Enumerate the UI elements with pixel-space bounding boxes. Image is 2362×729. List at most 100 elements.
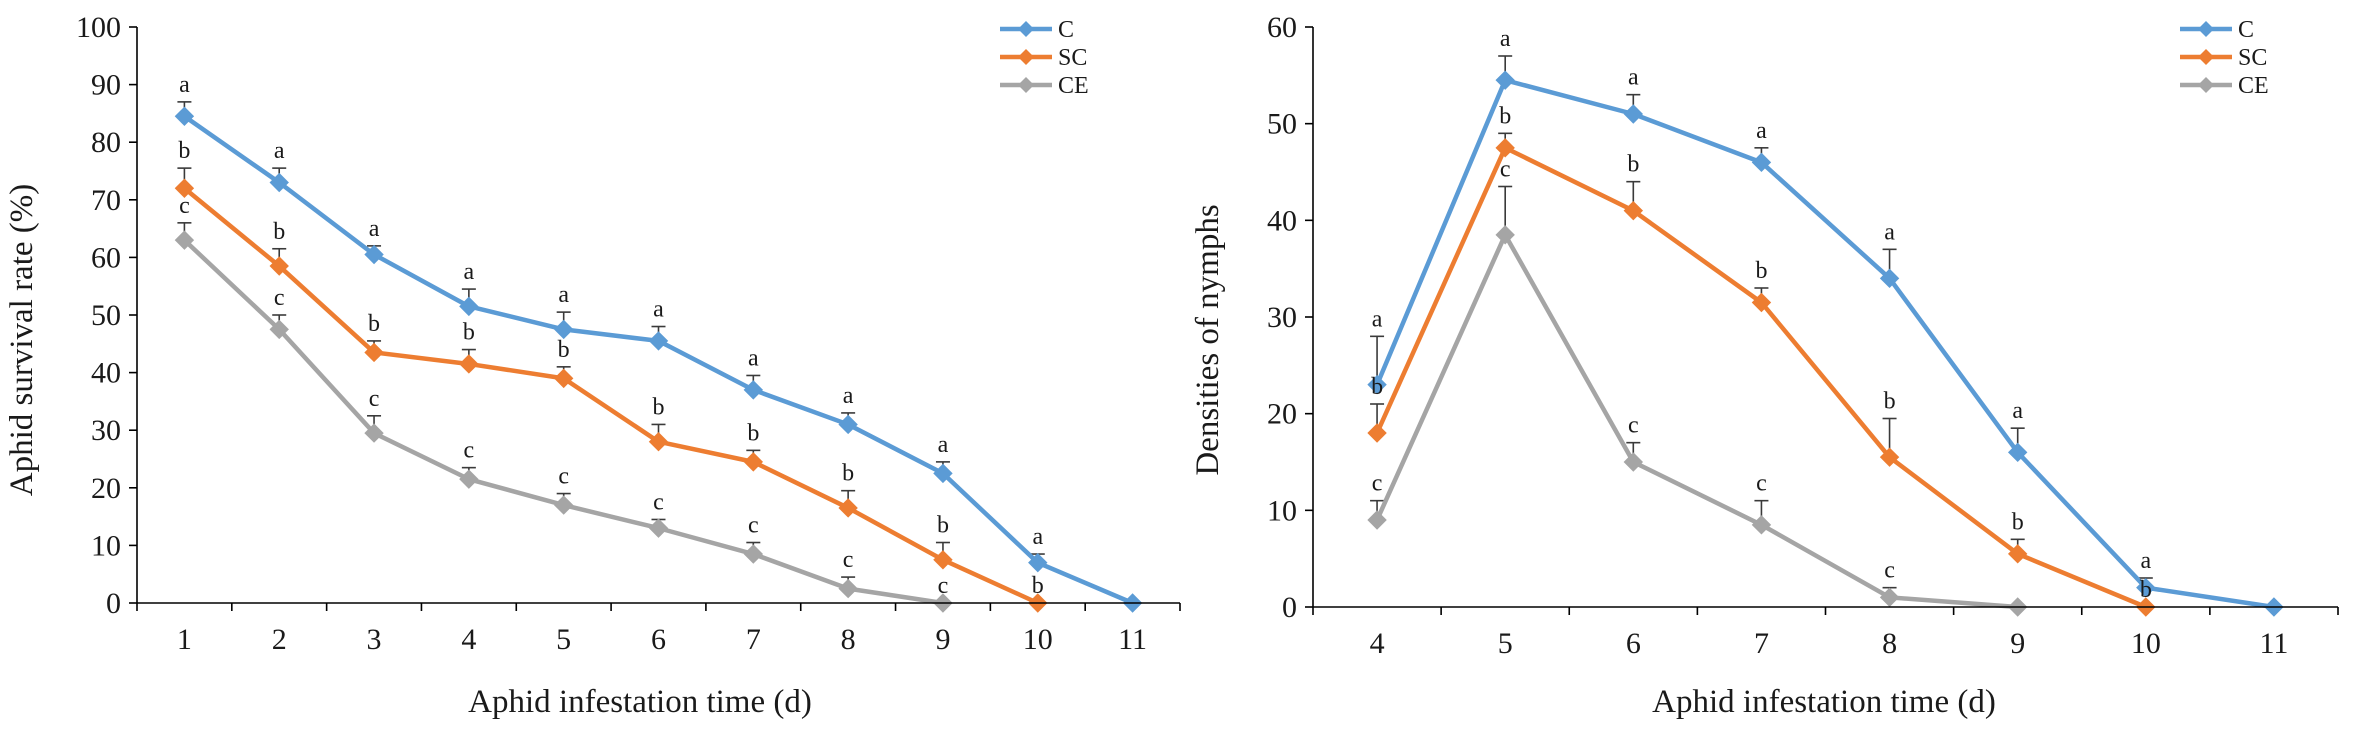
density-x-tick-label: 5 (1498, 627, 1513, 660)
significance-letter: a (369, 216, 380, 242)
survival-x-tick-label: 5 (556, 623, 571, 656)
survival-y-tick-label: 100 (76, 11, 121, 44)
significance-letter: a (274, 138, 285, 164)
data-point (1495, 138, 1515, 158)
significance-letter: a (843, 383, 854, 409)
legend-marker (2198, 21, 2214, 37)
survival-x-tick-label: 2 (272, 623, 287, 656)
data-point (2007, 442, 2028, 463)
survival-x-tick-label: 4 (461, 623, 476, 656)
density-series-c: a a a a a a a (1367, 26, 2284, 617)
legend-label: C (2238, 17, 2254, 43)
significance-letter: c (1756, 471, 1767, 497)
data-point (364, 244, 384, 265)
data-point (648, 518, 669, 538)
density-y-tick-label: 50 (1267, 108, 1297, 141)
density-y-tick-label: 20 (1267, 398, 1297, 431)
significance-letter: b (178, 138, 190, 164)
data-point (1367, 510, 1387, 530)
significance-letter: b (2140, 577, 2152, 603)
significance-letter: a (1032, 524, 1043, 550)
density-series-ce: c c c c c (1367, 157, 2028, 617)
data-point (648, 432, 669, 452)
survival-x-tick-label: 1 (177, 623, 192, 656)
survival-y-axis-title: Aphid survival rate (%) (4, 184, 40, 497)
data-point (838, 578, 858, 599)
legend-label: SC (1058, 45, 1087, 71)
density-x-tick-label: 11 (2259, 627, 2288, 660)
legend-entry-ce: CE (1000, 73, 1089, 99)
data-point (459, 354, 479, 374)
significance-letter: b (368, 311, 380, 337)
significance-letter: c (653, 489, 664, 515)
significance-letter: b (1499, 103, 1511, 129)
density-x-tick-label: 4 (1370, 627, 1385, 660)
significance-letter: a (1628, 65, 1639, 91)
density-y-tick-label: 40 (1267, 204, 1297, 237)
data-point (1879, 447, 1900, 467)
data-point (364, 342, 384, 363)
legend-marker (1018, 49, 1034, 65)
data-point (838, 414, 858, 435)
data-point (269, 256, 289, 276)
data-point (174, 106, 195, 126)
legend-label: CE (2238, 73, 2269, 99)
survival-series-ce: c c c c c c c c c (174, 193, 953, 613)
survival-x-axis-title: Aphid infestation time (d) (468, 684, 812, 720)
data-point (2136, 577, 2156, 598)
data-point (933, 463, 953, 484)
significance-letter: a (179, 72, 190, 98)
legend-entry-sc: SC (2180, 45, 2267, 71)
survival-x-tick-label: 8 (841, 623, 856, 656)
density-x-tick-label: 6 (1626, 627, 1641, 660)
data-point (2007, 544, 2028, 564)
data-point (174, 178, 195, 198)
survival-y-tick-label: 40 (91, 357, 121, 390)
series-line-sc (1375, 145, 2147, 610)
density-x-axis: 4 5 6 7 8 9 10 11 (1312, 606, 2339, 660)
significance-letter: b (1755, 258, 1767, 284)
series-line-sc (182, 186, 1039, 606)
survival-series-sc: b b b b b b b b b b (174, 138, 1048, 613)
significance-letter: a (653, 297, 664, 323)
legend-label: C (1058, 17, 1074, 43)
significance-letter: c (1884, 558, 1895, 584)
data-point (1367, 374, 1387, 395)
series-line-ce (1375, 232, 2018, 610)
data-point (364, 423, 384, 443)
legend-marker (2198, 77, 2214, 93)
significance-letter: c (1500, 157, 1511, 183)
significance-letter: a (938, 432, 949, 458)
data-point (553, 368, 574, 389)
survival-x-tick-label: 3 (367, 623, 382, 656)
significance-letter: b (558, 337, 570, 363)
survival-x-tick-label: 11 (1118, 623, 1147, 656)
significance-letter: c (938, 573, 949, 599)
data-point (1495, 70, 1515, 90)
data-point (1751, 152, 1772, 173)
significance-letter: b (273, 219, 285, 245)
data-point (1495, 225, 1515, 245)
significance-letter: b (1884, 389, 1896, 415)
significance-letter: c (179, 193, 190, 219)
survival-y-tick-label: 20 (91, 472, 121, 505)
legend-entry-c: C (1000, 17, 1074, 43)
data-point (459, 296, 479, 317)
density-x-tick-label: 8 (1882, 627, 1897, 660)
density-y-tick-label: 30 (1267, 301, 1297, 334)
legend-label: CE (1058, 73, 1089, 99)
survival-y-tick-label: 0 (106, 587, 121, 620)
survival-x-axis: 1 2 3 4 5 6 7 8 9 10 11 (136, 602, 1181, 656)
significance-letter: b (1371, 374, 1383, 400)
significance-letter: a (1500, 26, 1511, 52)
significance-letter: c (1628, 413, 1639, 439)
significance-letter: a (464, 259, 475, 285)
density-y-tick-label: 10 (1267, 494, 1297, 527)
survival-x-tick-label: 6 (651, 623, 666, 656)
significance-letter: b (937, 513, 949, 539)
